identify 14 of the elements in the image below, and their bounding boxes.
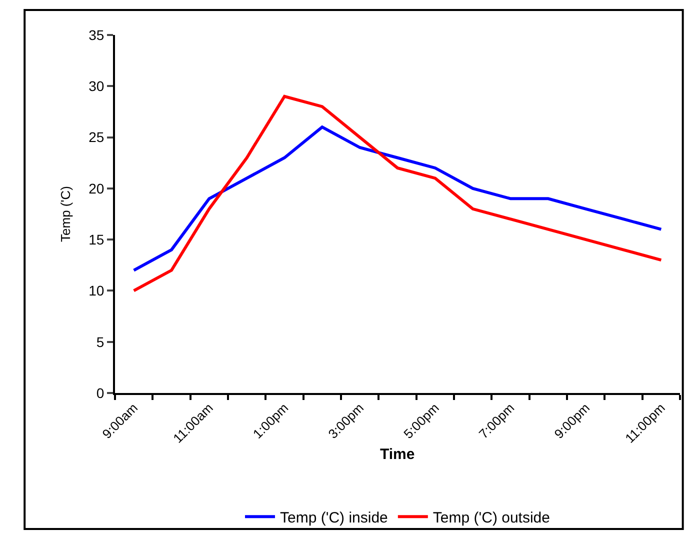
- y-tick-label: 0: [96, 384, 104, 401]
- y-axis-title: Temp ('C): [58, 186, 74, 242]
- x-axis-title: Time: [380, 446, 415, 463]
- y-tick-label: 5: [96, 334, 104, 350]
- y-tick-label: 30: [88, 78, 104, 94]
- line-series: [132, 126, 663, 272]
- y-tick-label: 15: [88, 231, 104, 248]
- y-tick-label: 25: [88, 129, 104, 146]
- y-tick-label: 20: [88, 180, 104, 196]
- y-tick-label: 35: [88, 26, 104, 43]
- legend-label: Temp ('C) outside: [432, 510, 550, 526]
- line-series: [132, 94, 663, 292]
- y-tick-label: 10: [88, 282, 104, 299]
- legend-label: Temp ('C) inside: [280, 510, 388, 526]
